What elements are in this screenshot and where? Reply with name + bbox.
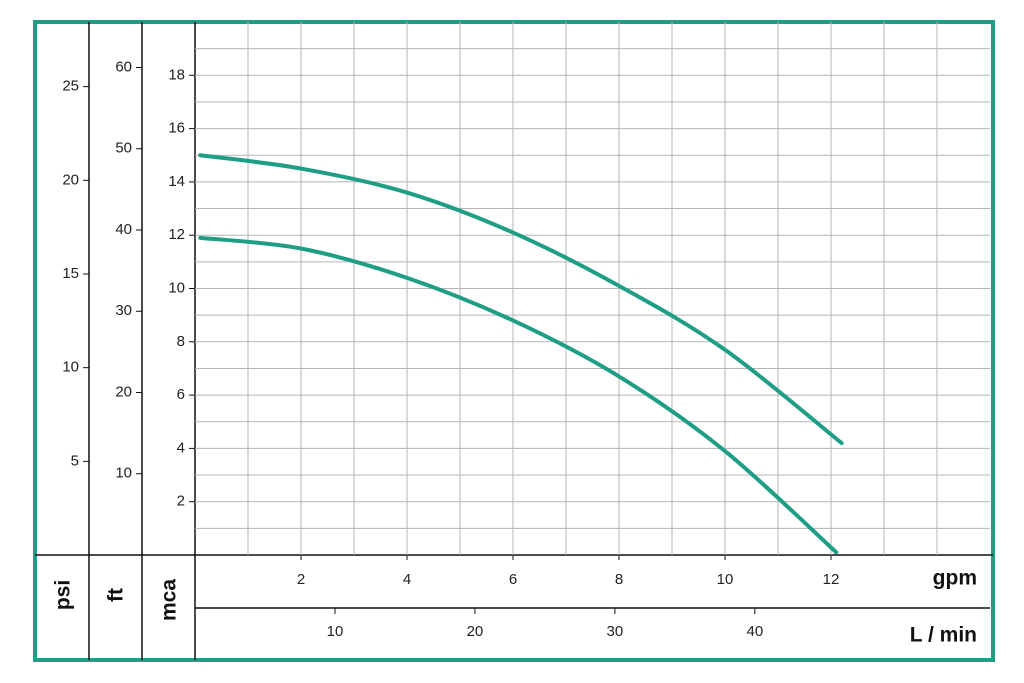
y-tick-label: 20 (62, 171, 79, 188)
y-tick-label: 10 (115, 465, 132, 482)
y-tick-label: 6 (177, 386, 185, 403)
y-tick-label: 15 (62, 265, 79, 282)
x-tick-label: 20 (467, 623, 484, 640)
x-tick-label: 30 (607, 623, 624, 640)
y-tick-label: 30 (115, 302, 132, 319)
x-tick-label: 10 (717, 571, 734, 588)
axis-title: L / min (910, 624, 977, 647)
x-tick-label: 40 (747, 623, 764, 640)
x-tick-label: 10 (327, 623, 344, 640)
pump-curve (198, 235, 839, 555)
y-tick-label: 20 (115, 383, 132, 400)
y-tick-label: 10 (168, 279, 185, 296)
y-tick-label: 10 (62, 359, 79, 376)
axis-title: ft (105, 588, 128, 602)
axis-title: mca (158, 579, 181, 621)
y-tick-label: 50 (115, 140, 132, 157)
axis-title: gpm (933, 567, 977, 590)
x-tick-label: 8 (615, 571, 623, 588)
y-tick-label: 25 (62, 78, 79, 95)
y-tick-label: 4 (177, 439, 185, 456)
axis-title: psi (52, 580, 75, 610)
y-tick-label: 18 (168, 66, 185, 83)
y-tick-label: 14 (168, 173, 185, 190)
y-tick-label: 16 (168, 120, 185, 137)
pump-curve (198, 153, 844, 446)
y-tick-label: 8 (177, 333, 185, 350)
x-tick-label: 6 (509, 571, 517, 588)
x-tick-label: 2 (297, 571, 305, 588)
y-tick-label: 12 (168, 226, 185, 243)
y-tick-label: 40 (115, 221, 132, 238)
y-tick-label: 2 (177, 493, 185, 510)
y-tick-label: 60 (115, 58, 132, 75)
x-tick-label: 12 (823, 571, 840, 588)
y-tick-label: 5 (71, 452, 79, 469)
x-tick-label: 4 (403, 571, 411, 588)
